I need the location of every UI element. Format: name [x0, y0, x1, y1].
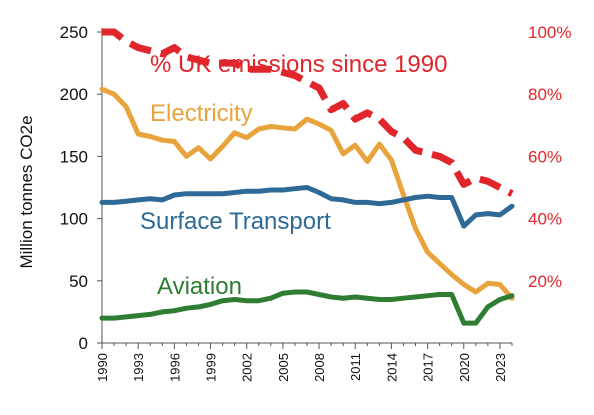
- series-label-uk-emissions: % UK emissions since 1990: [150, 51, 447, 78]
- x-tick-label: 2011: [348, 353, 363, 381]
- x-tick-label: 2017: [421, 353, 436, 382]
- y-axis-label-left: Million tonnes CO2e: [17, 115, 36, 268]
- series-label-surface-transport: Surface Transport: [140, 208, 331, 235]
- y-tick-label-left: 100: [60, 210, 88, 229]
- x-tick-label: 2020: [457, 353, 472, 382]
- y-tick-label-right: 60%: [528, 147, 562, 166]
- x-tick-label: 2005: [276, 353, 291, 382]
- x-tick-label: 2002: [240, 353, 255, 382]
- y-tick-label-right: 20%: [528, 272, 562, 291]
- y-tick-label-left: 150: [60, 147, 88, 166]
- x-tick-label: 2023: [493, 353, 508, 382]
- y-tick-label-left: 50: [69, 272, 88, 291]
- y-tick-label-left: 250: [60, 23, 88, 42]
- x-tick-label: 2008: [312, 353, 327, 382]
- chart-series-lines: [99, 28, 515, 326]
- series-line-uk-emissions-since-1990: [102, 28, 514, 197]
- x-tick-label: 1999: [204, 353, 219, 382]
- y-tick-label-right: 100%: [528, 23, 571, 42]
- y-tick-label-left: 0: [79, 334, 88, 353]
- x-tick-label: 1993: [131, 353, 146, 382]
- chart-axes: 0 50 100 150 200 250 20% 40% 60% 80% 100% 1990 1993 1…: [60, 23, 572, 382]
- series-label-aviation: Aviation: [157, 273, 242, 300]
- series-line-electricity: [99, 86, 515, 301]
- x-tick-label: 2014: [384, 353, 399, 382]
- x-tick-label: 1990: [95, 353, 110, 382]
- y-tick-label-right: 40%: [528, 210, 562, 229]
- y-tick-label-left: 200: [60, 85, 88, 104]
- series-line-aviation: [99, 289, 515, 326]
- y-tick-label-right: 80%: [528, 85, 562, 104]
- series-line-surface-transport: [99, 185, 515, 229]
- x-tick-label: 1996: [167, 353, 182, 382]
- series-label-electricity: Electricity: [150, 100, 253, 127]
